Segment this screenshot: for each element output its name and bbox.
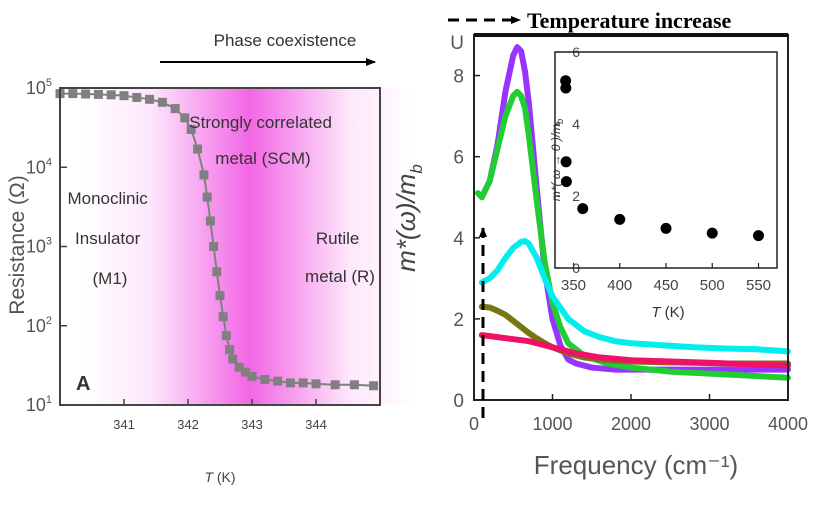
mass-x-tick-label: 2000 [611, 414, 651, 434]
mass-y-tick-label: 2 [453, 310, 464, 331]
inset-data-point [560, 82, 572, 94]
inset-data-point [660, 222, 672, 234]
resistance-data-point [369, 381, 379, 391]
resistance-x-tick-label: 341 [113, 417, 135, 432]
resistance-data-point [228, 354, 238, 364]
inset-y-tick-label: 2 [572, 188, 580, 204]
resistance-data-point [199, 170, 209, 180]
resistance-axes-frame [59, 87, 381, 406]
mass-x-tick-label: 0 [469, 414, 479, 434]
inset-y-axis-label: m*( ω → 0 )/mb [549, 119, 565, 201]
resistance-data-point [180, 113, 190, 123]
temperature-increase-label: Temperature increase [527, 8, 732, 33]
mass-y-top-tick-label: U [450, 33, 464, 54]
resistance-x-tick-label: 344 [305, 417, 327, 432]
panel-label-a: A [76, 373, 90, 395]
inset-background [555, 52, 777, 268]
resistance-data-point [349, 380, 359, 390]
region-label-scm: Strongly correlated metal (SCM) [189, 113, 336, 168]
resistance-data-point [157, 97, 167, 107]
mass-x-tick-label: 3000 [689, 414, 729, 434]
inset-axes-frame [554, 51, 778, 269]
resistance-data-point [330, 380, 340, 390]
resistance-data-point [106, 90, 116, 100]
region-label-m1: Monoclinic Insulator (M1) [67, 189, 152, 288]
resistance-data-point [119, 91, 129, 101]
resistance-x-tick-label: 342 [177, 417, 199, 432]
resistance-data-point [285, 378, 295, 388]
inset-x-axis-label: T (K) [651, 304, 684, 321]
inset-data-point [614, 213, 626, 225]
mass-series-line-4 [478, 332, 791, 369]
inset-data-point [560, 176, 572, 188]
mass-x-axis-label: Frequency (cm⁻¹) [534, 450, 738, 480]
resistance-data-point [193, 144, 203, 154]
effective-mass-panel: 0 1000 2000 3000 4000 0 2 4 6 8 U Temperature incr… [391, 8, 808, 480]
mass-y-tick-label: 6 [453, 148, 464, 169]
resistance-data-point [221, 331, 231, 341]
region-label-rutile: Rutile metal (R) [305, 229, 375, 286]
resistance-data-point [212, 267, 222, 277]
mass-x-tick-label: 1000 [532, 414, 572, 434]
resistance-panel: 341 342 343 344 105 104 103 102 101 Phase coexis… [6, 31, 415, 485]
inset-data-point [706, 227, 718, 239]
mass-y-tick-label: 4 [453, 229, 464, 250]
resistance-data-point [298, 378, 308, 388]
resistance-data-point [241, 367, 251, 377]
resistance-data-point [234, 362, 244, 372]
mass-series-line-2 [478, 238, 791, 355]
phase-coexistence-label: Phase coexistence [214, 31, 357, 50]
resistance-y-axis-label: Resistance (Ω) [6, 175, 29, 314]
inset-data-point [753, 230, 764, 242]
inset-data-point [560, 156, 572, 168]
resistance-data-point [132, 92, 142, 102]
resistance-data-point [225, 345, 235, 355]
resistance-y-tick-label: 105 [26, 77, 52, 98]
resistance-y-tick-label: 103 [26, 236, 52, 257]
resistance-data-point [218, 312, 228, 322]
mass-series-line-1 [474, 88, 791, 381]
resistance-data-point [205, 216, 215, 226]
resistance-data-point [170, 104, 180, 114]
resistance-x-axis-label: T (K) [204, 469, 235, 485]
resistance-y-tick-label: 102 [26, 315, 52, 336]
inset-x-tick-label: 450 [653, 277, 678, 294]
resistance-data-point [81, 89, 91, 99]
inset-y-tick-label: 4 [572, 116, 580, 132]
mass-series-line-3 [478, 303, 791, 367]
resistance-data-point [311, 379, 321, 389]
resistance-data-point [209, 242, 219, 251]
mass-x-tick-label: 4000 [768, 414, 808, 434]
resistance-data-point [68, 89, 78, 99]
resistance-data-point [93, 89, 103, 99]
phase-shading [85, 88, 415, 405]
resistance-data-point [186, 124, 196, 134]
mass-y-tick-label: 8 [453, 67, 464, 88]
inset-x-tick-label: 500 [700, 277, 725, 294]
inset-x-tick-label: 400 [607, 277, 632, 294]
resistance-y-tick-label: 101 [26, 394, 52, 415]
inset-x-tick-label: 550 [746, 277, 771, 294]
resistance-data-point [273, 376, 283, 386]
mass-y-axis-label: m*(ω)/mb [391, 164, 426, 272]
inset-data-point [577, 203, 589, 215]
resistance-data-point [145, 94, 155, 104]
inset-x-tick-label: 350 [561, 277, 586, 294]
resistance-curve [60, 92, 374, 387]
resistance-data-point [215, 291, 225, 301]
resistance-x-tick-label: 343 [241, 417, 263, 432]
resistance-data-point [202, 192, 212, 202]
resistance-data-point [260, 374, 270, 384]
resistance-data-point [247, 371, 257, 381]
resistance-y-tick-label: 104 [26, 156, 52, 177]
mass-y-tick-label: 0 [453, 391, 464, 412]
